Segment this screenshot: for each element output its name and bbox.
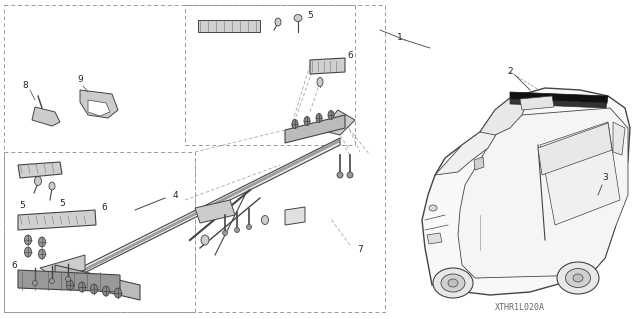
Ellipse shape xyxy=(201,235,209,245)
Bar xyxy=(4,5,385,312)
Ellipse shape xyxy=(115,288,122,298)
Polygon shape xyxy=(18,162,62,178)
Text: 3: 3 xyxy=(602,174,608,182)
Polygon shape xyxy=(520,96,554,110)
Ellipse shape xyxy=(433,268,473,298)
Polygon shape xyxy=(80,138,340,275)
Ellipse shape xyxy=(49,278,54,284)
Text: 6: 6 xyxy=(347,50,353,60)
Polygon shape xyxy=(510,99,607,108)
Text: 5: 5 xyxy=(307,11,313,20)
Ellipse shape xyxy=(557,262,599,294)
Polygon shape xyxy=(18,270,120,292)
Polygon shape xyxy=(82,140,339,272)
Text: 2: 2 xyxy=(507,68,513,77)
Polygon shape xyxy=(195,200,235,223)
Polygon shape xyxy=(320,110,355,135)
Polygon shape xyxy=(55,265,140,300)
Polygon shape xyxy=(474,157,484,170)
Ellipse shape xyxy=(317,78,323,86)
Text: 9: 9 xyxy=(77,76,83,85)
Text: 6: 6 xyxy=(101,204,107,212)
Text: 4: 4 xyxy=(172,190,178,199)
Ellipse shape xyxy=(337,172,343,178)
Polygon shape xyxy=(458,108,628,278)
Ellipse shape xyxy=(79,282,86,292)
Ellipse shape xyxy=(246,225,252,229)
Text: 5: 5 xyxy=(59,198,65,207)
Polygon shape xyxy=(540,122,620,225)
Polygon shape xyxy=(422,88,630,295)
Polygon shape xyxy=(310,58,345,74)
Text: 8: 8 xyxy=(22,80,28,90)
Ellipse shape xyxy=(441,274,465,292)
Bar xyxy=(4,152,195,312)
Ellipse shape xyxy=(328,110,334,120)
Polygon shape xyxy=(510,92,608,103)
Ellipse shape xyxy=(38,249,45,259)
Polygon shape xyxy=(613,122,625,155)
Polygon shape xyxy=(427,233,442,244)
Text: XTHR1L020A: XTHR1L020A xyxy=(495,303,545,313)
Ellipse shape xyxy=(49,182,55,190)
Polygon shape xyxy=(32,107,60,126)
Ellipse shape xyxy=(24,247,31,257)
Ellipse shape xyxy=(275,18,281,26)
Polygon shape xyxy=(80,90,118,118)
Ellipse shape xyxy=(347,172,353,178)
Ellipse shape xyxy=(262,216,269,225)
Ellipse shape xyxy=(33,280,38,286)
Polygon shape xyxy=(285,207,305,225)
Polygon shape xyxy=(435,128,500,175)
Ellipse shape xyxy=(35,176,42,186)
Text: 7: 7 xyxy=(357,246,363,255)
Ellipse shape xyxy=(67,280,74,290)
Ellipse shape xyxy=(65,277,70,281)
Ellipse shape xyxy=(448,279,458,287)
Polygon shape xyxy=(538,123,612,175)
Ellipse shape xyxy=(24,235,31,245)
Polygon shape xyxy=(40,255,85,278)
Polygon shape xyxy=(285,115,345,143)
Text: 1: 1 xyxy=(397,33,403,42)
Polygon shape xyxy=(198,20,260,32)
Ellipse shape xyxy=(90,284,97,294)
Ellipse shape xyxy=(566,269,591,287)
Ellipse shape xyxy=(292,120,298,129)
Bar xyxy=(185,5,355,145)
Ellipse shape xyxy=(294,14,302,21)
Polygon shape xyxy=(18,210,96,230)
Ellipse shape xyxy=(38,237,45,247)
Text: 5: 5 xyxy=(19,201,25,210)
Ellipse shape xyxy=(573,274,583,282)
Ellipse shape xyxy=(223,231,227,235)
Ellipse shape xyxy=(304,116,310,125)
Ellipse shape xyxy=(429,205,437,211)
Ellipse shape xyxy=(102,286,109,296)
Text: 6: 6 xyxy=(11,261,17,270)
Polygon shape xyxy=(480,95,530,135)
Polygon shape xyxy=(88,100,110,116)
Ellipse shape xyxy=(316,114,322,122)
Ellipse shape xyxy=(234,227,239,233)
